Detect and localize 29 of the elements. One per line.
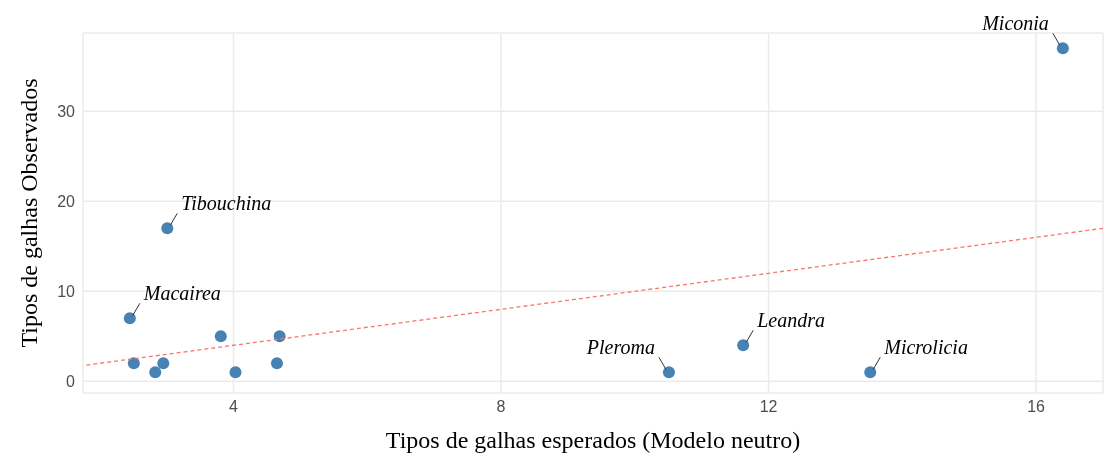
y-tick-label: 30	[57, 102, 76, 120]
point	[273, 330, 286, 343]
point	[149, 366, 162, 379]
point	[864, 366, 877, 379]
point	[214, 330, 227, 343]
x-tick-label: 12	[759, 398, 778, 416]
x-tick-label: 16	[1027, 398, 1046, 416]
point	[161, 222, 174, 235]
annotation: Macairea	[142, 282, 221, 305]
x-tick-label: 8	[496, 398, 506, 416]
point	[270, 357, 283, 370]
y-tick-label: 20	[57, 192, 76, 210]
annotation: Microlicia	[883, 336, 968, 359]
point	[1056, 42, 1069, 55]
annotation: Miconia	[981, 12, 1049, 35]
annotation: Leandra	[756, 309, 825, 332]
point	[229, 366, 242, 379]
annotation: Tibouchina	[181, 192, 272, 215]
annotation: Pleroma	[585, 336, 655, 359]
point	[157, 357, 170, 370]
point	[737, 339, 750, 352]
y-tick-label: 0	[66, 372, 76, 390]
y-axis-title: Tipos de galhas Observados	[15, 78, 42, 348]
y-tick-label: 10	[57, 282, 76, 300]
point	[127, 357, 140, 370]
x-axis-title: Tipos de galhas esperados (Modelo neutro)	[385, 427, 801, 453]
point	[662, 366, 675, 379]
x-tick-label: 4	[229, 398, 239, 416]
point	[123, 312, 136, 325]
